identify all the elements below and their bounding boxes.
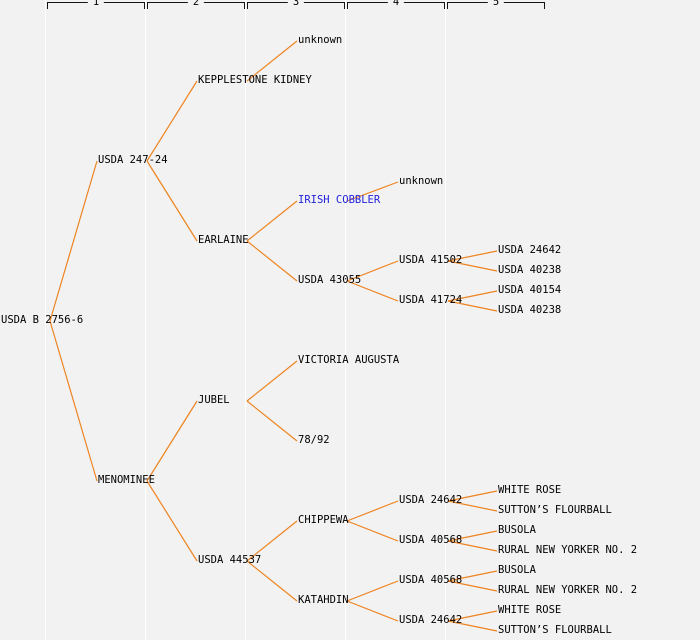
edge-root-n1b bbox=[49, 320, 98, 482]
column-separator-5 bbox=[445, 0, 446, 640]
tree-node-rural-new-yorker-no-2-n5j: RURAL NEW YORKER NO. 2 bbox=[498, 584, 638, 596]
edge-n3b-n4a bbox=[346, 181, 399, 202]
edge-n3c-n4c bbox=[346, 280, 399, 302]
edge-n1a-n2b bbox=[146, 160, 198, 242]
tree-node-usda-40568-n4e: USDA 40568 bbox=[399, 534, 463, 546]
edge-n1a-n2a bbox=[146, 80, 198, 162]
column-separator-1 bbox=[45, 0, 46, 640]
tree-node-white-rose-n5k: WHITE ROSE bbox=[498, 604, 562, 616]
edge-n1b-n2c bbox=[146, 400, 198, 482]
edge-n4d-n5f bbox=[447, 500, 498, 512]
tree-node-usda-41502-n4b: USDA 41502 bbox=[399, 254, 463, 266]
tree-node-katahdin-n3g: KATAHDIN bbox=[298, 594, 349, 606]
tree-node-usda-41724-n4c: USDA 41724 bbox=[399, 294, 463, 306]
tree-node-usda-40238-n5b: USDA 40238 bbox=[498, 264, 562, 276]
tree-node-78-92-n3e: 78/92 bbox=[298, 434, 330, 446]
tree-node-usda-b-2756-6-root: USDA B 2756-6 bbox=[1, 314, 84, 326]
tree-node-sutton-s-flourball-n5f: SUTTON’S FLOURBALL bbox=[498, 504, 612, 516]
edge-n3c-n4b bbox=[346, 260, 399, 282]
tree-node-white-rose-n5e: WHITE ROSE bbox=[498, 484, 562, 496]
column-number-4: 4 bbox=[387, 0, 405, 8]
tree-node-earlaine-n2b: EARLAINE bbox=[198, 234, 249, 246]
tree-node-jubel-n2c: JUBEL bbox=[198, 394, 230, 406]
tree-node-usda-24642-n4g: USDA 24642 bbox=[399, 614, 463, 626]
edge-n1b-n2d bbox=[146, 480, 198, 562]
column-separator-3 bbox=[245, 0, 246, 640]
tree-node-victoria-augusta-n3d: VICTORIA AUGUSTA bbox=[298, 354, 400, 366]
tree-node-menominee-n1b: MENOMINEE bbox=[98, 474, 155, 486]
edge-n4e-n5h bbox=[447, 540, 498, 552]
edge-n4e-n5g bbox=[447, 530, 498, 542]
edge-n2c-n3e bbox=[246, 400, 298, 442]
edge-n4f-n5j bbox=[447, 580, 498, 592]
edge-n2d-n3g bbox=[246, 560, 298, 602]
column-separator-2 bbox=[145, 0, 146, 640]
tree-node-unknown-n3a: unknown bbox=[298, 34, 343, 46]
edge-n2c-n3d bbox=[246, 360, 298, 402]
edge-n2d-n3f bbox=[246, 520, 298, 562]
tree-node-usda-40154-n5c: USDA 40154 bbox=[498, 284, 562, 296]
edge-n4c-n5c bbox=[447, 290, 498, 302]
tree-node-busola-n5i: BUSOLA bbox=[498, 564, 536, 576]
column-bracket-4: 4 bbox=[347, 0, 445, 9]
edge-n3g-n4f bbox=[346, 580, 399, 602]
tree-node-chippewa-n3f: CHIPPEWA bbox=[298, 514, 349, 526]
tree-node-usda-24642-n5a: USDA 24642 bbox=[498, 244, 562, 256]
column-bracket-3: 3 bbox=[247, 0, 345, 9]
edge-n4g-n5k bbox=[447, 610, 498, 622]
tree-node-kepplestone-kidney-n2a: KEPPLESTONE KIDNEY bbox=[198, 74, 312, 86]
column-bracket-5: 5 bbox=[447, 0, 545, 9]
edge-n4b-n5b bbox=[447, 260, 498, 272]
tree-node-usda-40568-n4f: USDA 40568 bbox=[399, 574, 463, 586]
edge-root-n1a bbox=[49, 160, 98, 322]
tree-node-sutton-s-flourball-n5l: SUTTON’S FLOURBALL bbox=[498, 624, 612, 636]
edge-n2b-n3b bbox=[246, 200, 298, 242]
edge-n3f-n4e bbox=[346, 520, 399, 542]
edge-n4c-n5d bbox=[447, 300, 498, 312]
column-bracket-1: 1 bbox=[47, 0, 145, 9]
column-separator-4 bbox=[345, 0, 346, 640]
tree-node-busola-n5g: BUSOLA bbox=[498, 524, 536, 536]
tree-node-unknown-n4a: unknown bbox=[399, 175, 444, 187]
edge-n2a-n3a bbox=[246, 40, 298, 82]
tree-node-irish-cobbler-n3b[interactable]: IRISH COBBLER bbox=[298, 194, 381, 206]
tree-node-usda-43055-n3c: USDA 43055 bbox=[298, 274, 362, 286]
column-number-2: 2 bbox=[187, 0, 205, 8]
edge-n4d-n5e bbox=[447, 490, 498, 502]
tree-node-usda-40238-n5d: USDA 40238 bbox=[498, 304, 562, 316]
edge-n2b-n3c bbox=[246, 240, 298, 282]
column-number-5: 5 bbox=[487, 0, 505, 8]
column-number-3: 3 bbox=[287, 0, 305, 8]
tree-node-usda-44537-n2d: USDA 44537 bbox=[198, 554, 262, 566]
column-bracket-2: 2 bbox=[147, 0, 245, 9]
tree-node-usda-247-24-n1a: USDA 247-24 bbox=[98, 154, 168, 166]
edge-n3f-n4d bbox=[346, 500, 399, 522]
column-number-1: 1 bbox=[87, 0, 105, 8]
tree-node-usda-24642-n4d: USDA 24642 bbox=[399, 494, 463, 506]
tree-node-rural-new-yorker-no-2-n5h: RURAL NEW YORKER NO. 2 bbox=[498, 544, 638, 556]
edge-n4f-n5i bbox=[447, 570, 498, 582]
edge-n4g-n5l bbox=[447, 620, 498, 632]
edge-n4b-n5a bbox=[447, 250, 498, 262]
edge-n3g-n4g bbox=[346, 600, 399, 622]
